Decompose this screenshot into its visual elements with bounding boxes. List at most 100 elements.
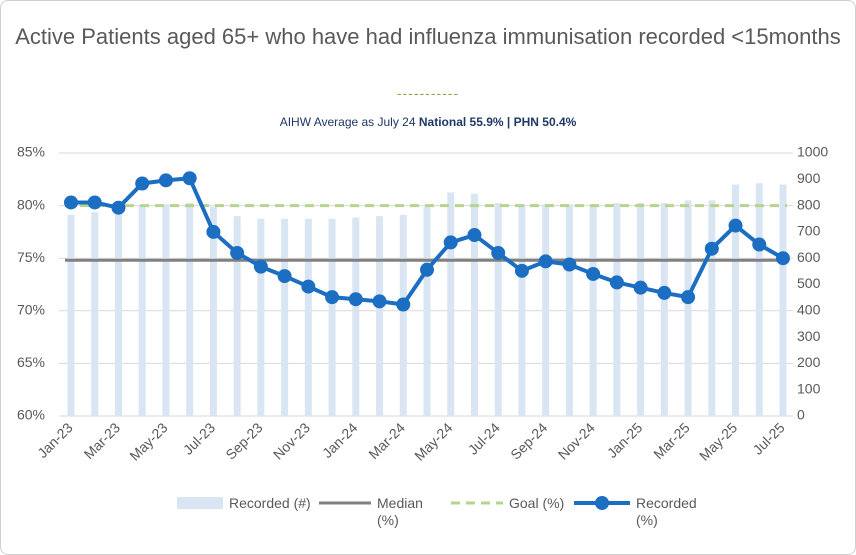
- bar: [755, 183, 763, 416]
- plot: 60% 65% 70% 75% 80% 85% 0 100 200 300 400 500 600 700…: [17, 144, 828, 464]
- bar: [779, 184, 787, 416]
- line-marker: [182, 171, 197, 186]
- bar: [281, 218, 289, 416]
- title-rule: -----------: [396, 85, 460, 101]
- bar: [494, 202, 502, 416]
- line-marker: [230, 245, 245, 260]
- x-tick-label: Jul-24: [465, 419, 503, 457]
- y-tick-label: 70%: [17, 302, 45, 318]
- x-tick-label: Mar-25: [650, 419, 693, 462]
- y2-tick-label: 1000: [797, 144, 828, 160]
- x-tick-label: Sep-24: [507, 419, 550, 462]
- bar: [209, 206, 217, 416]
- bar: [162, 204, 170, 416]
- line-marker: [609, 275, 624, 290]
- bar: [447, 192, 455, 416]
- line-marker: [562, 257, 577, 272]
- line-marker: [491, 245, 506, 260]
- y2-tick-label: 300: [797, 328, 821, 344]
- line-marker: [704, 241, 719, 256]
- bar: [257, 218, 265, 416]
- subtitle: AIHW Average as July 24 National 55.9% |…: [1, 115, 855, 129]
- bar: [660, 202, 668, 416]
- subtitle-text: AIHW Average as July 24: [279, 115, 416, 129]
- y-tick-label: 60%: [17, 407, 45, 423]
- y2-tick-label: 700: [797, 223, 821, 239]
- y2-tick-label: 800: [797, 196, 821, 212]
- line-marker: [420, 262, 434, 277]
- legend-swatch: [574, 496, 630, 510]
- line-marker: [325, 290, 340, 305]
- bar: [637, 202, 645, 416]
- line-marker: [206, 224, 221, 239]
- y2-tick-label: 400: [797, 302, 821, 318]
- y2-tick-label: 600: [797, 249, 821, 265]
- y-tick-label: 80%: [17, 196, 45, 212]
- bar: [91, 212, 99, 416]
- line-marker: [776, 251, 790, 266]
- x-tick-label: Sep-23: [222, 419, 265, 462]
- y2-tick-label: 0: [797, 407, 805, 423]
- x-tick-label: Nov-23: [270, 419, 313, 462]
- line-marker: [396, 297, 411, 312]
- bar: [114, 212, 122, 416]
- line-marker: [657, 285, 672, 300]
- bar: [542, 204, 550, 416]
- line-marker: [443, 235, 458, 250]
- line-marker: [301, 279, 316, 294]
- x-tick-label: Mar-24: [365, 419, 408, 462]
- legend-swatch: [451, 501, 503, 505]
- bar: [518, 204, 526, 416]
- line-marker: [728, 218, 743, 233]
- line-marker: [538, 254, 553, 269]
- legend-label: Recorded (%): [636, 495, 697, 528]
- line-marker: [158, 173, 173, 188]
- y-tick-label: 65%: [17, 354, 45, 370]
- line-marker: [64, 195, 78, 210]
- bar: [67, 214, 75, 416]
- y2-tick-label: 900: [797, 170, 821, 186]
- bar: [328, 218, 336, 416]
- bar: [613, 202, 621, 416]
- bar: [376, 216, 384, 416]
- legend-label: Goal (%): [509, 495, 565, 511]
- bar: [352, 217, 360, 416]
- line-marker: [514, 263, 529, 278]
- line-marker: [372, 294, 387, 309]
- y-tick-label: 85%: [17, 144, 45, 160]
- y2-tick-label: 100: [797, 380, 821, 396]
- legend-label: Recorded (#): [229, 495, 311, 511]
- line-marker: [752, 237, 767, 252]
- bar: [732, 184, 740, 416]
- line-marker: [467, 228, 482, 243]
- bar: [186, 202, 194, 416]
- line-marker: [586, 266, 601, 281]
- bar: [304, 218, 312, 416]
- x-tick-label: Nov-24: [555, 419, 598, 462]
- bar: [565, 204, 573, 416]
- bar: [423, 206, 431, 416]
- legend-label: Median (%): [377, 495, 423, 528]
- line-marker: [277, 269, 292, 284]
- bar: [684, 200, 692, 416]
- bar: [470, 193, 478, 416]
- legend-swatch: [319, 501, 371, 505]
- bar: [589, 204, 597, 416]
- line-marker: [633, 280, 648, 295]
- line-marker: [348, 292, 363, 307]
- x-tick-label: May-23: [126, 419, 170, 463]
- line-marker: [253, 259, 268, 274]
- y2-tick-label: 200: [797, 354, 821, 370]
- bar: [233, 216, 241, 416]
- bar: [399, 214, 407, 416]
- x-tick-label: Jan-24: [319, 419, 361, 461]
- x-tick-label: May-25: [696, 419, 740, 463]
- line-marker: [135, 176, 150, 191]
- bar: [138, 205, 146, 416]
- line-marker: [681, 290, 696, 305]
- x-tick-label: Mar-23: [81, 419, 124, 462]
- x-tick-label: May-24: [411, 419, 455, 463]
- chart-title: Active Patients aged 65+ who have had in…: [15, 24, 841, 49]
- line-marker: [111, 200, 126, 215]
